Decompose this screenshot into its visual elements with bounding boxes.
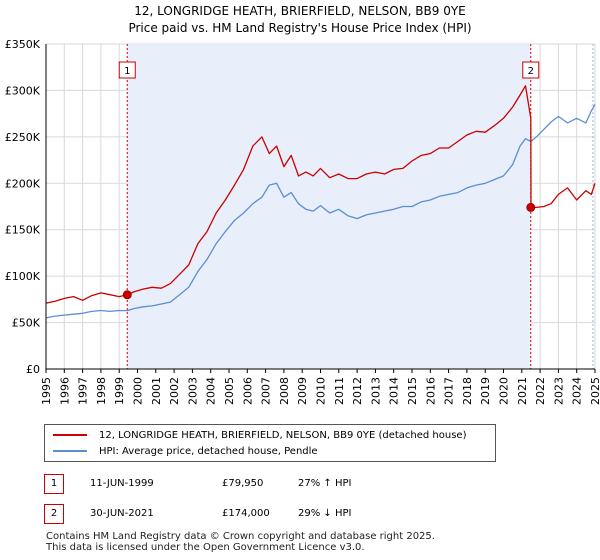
x-tick-label: 2017 bbox=[443, 377, 456, 405]
y-tick-label: £350K bbox=[5, 38, 41, 51]
x-tick-label: 2009 bbox=[296, 377, 309, 405]
x-tick-label: 2007 bbox=[260, 377, 273, 405]
x-tick-label: 2021 bbox=[516, 377, 529, 405]
chart-title-block: 12, LONGRIDGE HEATH, BRIERFIELD, NELSON,… bbox=[0, 3, 600, 37]
y-tick-label: £0 bbox=[26, 363, 40, 376]
y-tick-label: £150K bbox=[5, 224, 41, 237]
x-tick-label: 2005 bbox=[223, 377, 236, 405]
marker-box bbox=[522, 61, 540, 79]
transaction-hpi: 29% ↓ HPI bbox=[298, 508, 352, 519]
x-tick-label: 2018 bbox=[461, 377, 474, 405]
chart-title: 12, LONGRIDGE HEATH, BRIERFIELD, NELSON,… bbox=[134, 4, 466, 18]
y-tick-label: £250K bbox=[5, 131, 41, 144]
marker-box-label: 2 bbox=[528, 66, 534, 77]
x-axis: 1995 1996 1997 1998 1999 2000 2001 2002 2003 2004… bbox=[40, 368, 600, 405]
legend-label-hpi: HPI: Average price, detached house, Pend… bbox=[99, 445, 318, 457]
transaction-badge: 1 bbox=[44, 474, 64, 494]
x-tick-label: 2001 bbox=[150, 377, 163, 405]
legend-swatch-hpi bbox=[53, 450, 87, 452]
x-tick-label: 2025 bbox=[589, 377, 600, 405]
x-tick-label: 2014 bbox=[388, 377, 401, 405]
transaction-badge: 2 bbox=[44, 504, 64, 524]
marker-box bbox=[118, 61, 136, 79]
x-tick-label: 2023 bbox=[552, 377, 565, 405]
x-tick-label: 2012 bbox=[351, 377, 364, 405]
hpi-line bbox=[45, 104, 596, 319]
sale-markers bbox=[122, 202, 536, 300]
x-tick-label: 2003 bbox=[186, 377, 199, 405]
property-line bbox=[45, 85, 596, 304]
transaction-row: 2 30-JUN-2021 £174,000 29% ↓ HPI bbox=[44, 504, 404, 524]
x-tick-label: 2011 bbox=[333, 377, 346, 405]
legend: 12, LONGRIDGE HEATH, BRIERFIELD, NELSON,… bbox=[44, 424, 496, 462]
transaction-date: 11-JUN-1999 bbox=[90, 478, 154, 489]
y-tick-label: £50K bbox=[12, 317, 41, 330]
x-tick-label: 2020 bbox=[498, 377, 511, 405]
x-tick-label: 2024 bbox=[571, 377, 584, 405]
x-tick-label: 2016 bbox=[424, 377, 437, 405]
sale-point bbox=[122, 290, 132, 300]
x-tick-label: 2004 bbox=[205, 377, 218, 405]
x-tick-label: 1995 bbox=[40, 377, 53, 405]
legend-item-property: 12, LONGRIDGE HEATH, BRIERFIELD, NELSON,… bbox=[53, 427, 466, 443]
shaded-period bbox=[127, 44, 531, 369]
legend-label-property: 12, LONGRIDGE HEATH, BRIERFIELD, NELSON,… bbox=[99, 429, 467, 441]
x-tick-label: 2002 bbox=[168, 377, 181, 405]
transaction-price: £79,950 bbox=[222, 478, 264, 489]
y-axis: £0 £50K £100K £150K £200K £250K £300K £350K bbox=[5, 38, 47, 376]
x-tick-label: 2019 bbox=[479, 377, 492, 405]
legend-item-hpi: HPI: Average price, detached house, Pend… bbox=[53, 443, 318, 459]
x-tick-label: 2013 bbox=[369, 377, 382, 405]
series-lines bbox=[45, 85, 596, 319]
x-tick-label: 2015 bbox=[406, 377, 419, 405]
x-tick-label: 1998 bbox=[95, 377, 108, 405]
footer-copyright: Contains HM Land Registry data © Crown c… bbox=[46, 531, 435, 542]
x-tick-label: 1996 bbox=[58, 377, 71, 405]
sale-point bbox=[526, 202, 536, 212]
marker-box-label: 1 bbox=[124, 66, 130, 77]
x-tick-label: 2022 bbox=[534, 377, 547, 405]
transaction-row: 1 11-JUN-1999 £79,950 27% ↑ HPI bbox=[44, 474, 404, 494]
transaction-price: £174,000 bbox=[222, 508, 270, 519]
x-tick-label: 1997 bbox=[77, 377, 90, 405]
footer-licence: This data is licensed under the Open Gov… bbox=[46, 542, 365, 553]
chart-subtitle: Price paid vs. HM Land Registry's House … bbox=[128, 21, 472, 35]
y-tick-label: £200K bbox=[5, 177, 41, 190]
transaction-date: 30-JUN-2021 bbox=[90, 508, 154, 519]
legend-swatch-property bbox=[53, 434, 87, 436]
x-tick-label: 2010 bbox=[315, 377, 328, 405]
x-tick-label: 2008 bbox=[278, 377, 291, 405]
y-tick-label: £300K bbox=[5, 84, 41, 97]
y-tick-label: £100K bbox=[5, 270, 41, 283]
footer: Contains HM Land Registry data © Crown c… bbox=[46, 531, 435, 553]
x-tick-label: 2000 bbox=[132, 377, 145, 405]
transaction-hpi: 27% ↑ HPI bbox=[298, 478, 352, 489]
x-tick-label: 1999 bbox=[113, 377, 126, 405]
x-tick-label: 2006 bbox=[241, 377, 254, 405]
